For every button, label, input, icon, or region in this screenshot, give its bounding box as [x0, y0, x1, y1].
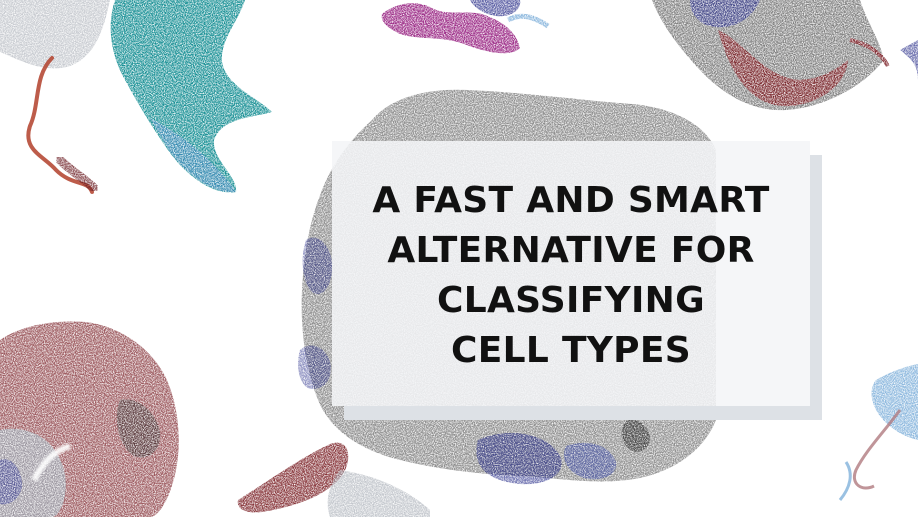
title-card: A FAST AND SMART ALTERNATIVE FOR CLASSIF… [332, 141, 810, 406]
grey-cluster-top-left [0, 0, 110, 69]
red-streak-bottom [237, 442, 430, 517]
teal-cluster [110, 0, 273, 193]
red-cluster-bottom-left [0, 321, 179, 517]
headline-line-2: ALTERNATIVE FOR [387, 229, 755, 271]
red-navy-cluster-top-right [652, 0, 890, 111]
magenta-cluster [381, 0, 550, 54]
central-blue-patches [298, 237, 650, 485]
blue-dots-right-edge [900, 40, 918, 80]
headline-line-3: CLASSIFYING [437, 279, 705, 321]
red-strand-left [26, 56, 94, 194]
headline-line-1: A FAST AND SMART [372, 179, 770, 221]
headline: A FAST AND SMART ALTERNATIVE FOR CLASSIF… [372, 176, 769, 376]
blue-strand-bottom-right [871, 364, 918, 440]
headline-line-4: CELL TYPES [451, 329, 691, 371]
